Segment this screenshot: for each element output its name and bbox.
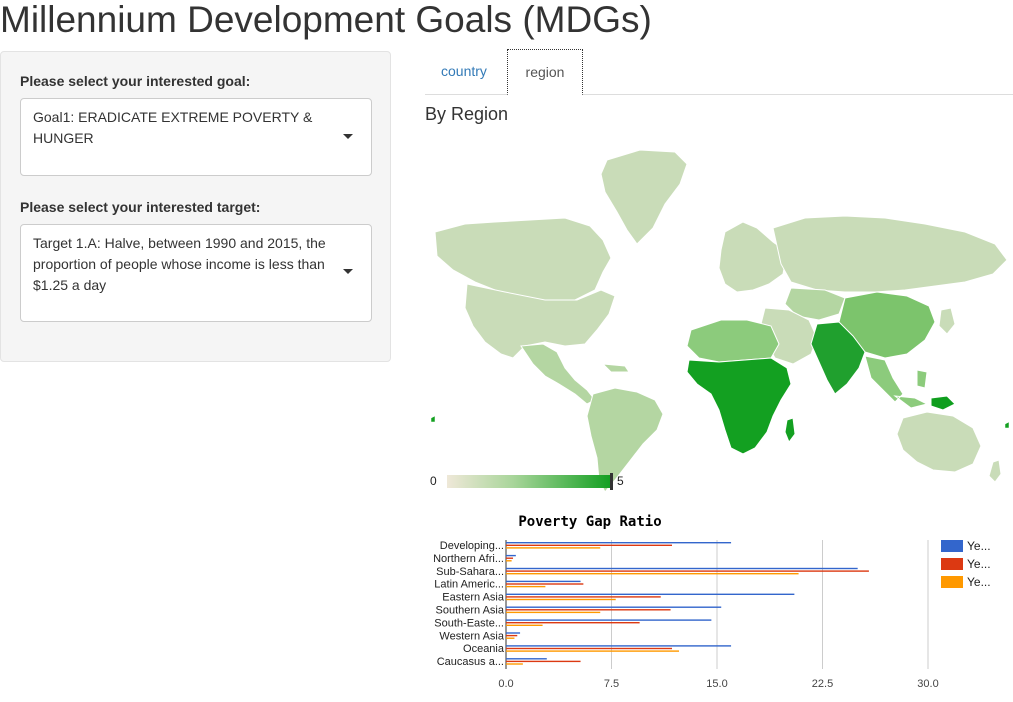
bar[interactable] xyxy=(506,557,514,559)
legend-swatch xyxy=(941,558,963,570)
tab-country[interactable]: country xyxy=(441,63,487,79)
category-label: South-Easte... xyxy=(434,617,504,629)
target-select[interactable]: Target 1.A: Halve, between 1990 and 2015… xyxy=(20,224,372,322)
category-label: Western Asia xyxy=(439,630,504,642)
bar[interactable] xyxy=(506,585,546,588)
bar[interactable] xyxy=(506,544,672,546)
legend-label: Ye... xyxy=(967,557,991,571)
bar[interactable] xyxy=(506,609,671,611)
bar[interactable] xyxy=(506,593,795,595)
legend-label: Ye... xyxy=(967,575,991,589)
bar[interactable] xyxy=(506,632,521,634)
x-tick-label: 15.0 xyxy=(706,678,727,690)
map-region-greenland[interactable] xyxy=(600,149,688,245)
map-region-japan[interactable] xyxy=(938,307,956,335)
category-label: Caucasus a... xyxy=(437,656,504,668)
chevron-down-icon xyxy=(343,134,353,139)
target-label: Please select your interested target: xyxy=(20,199,261,215)
bar[interactable] xyxy=(506,619,712,621)
legend-label: Ye... xyxy=(967,539,991,553)
category-label: Oceania xyxy=(463,643,505,655)
category-label: Latin Americ... xyxy=(434,579,504,591)
x-tick-label: 30.0 xyxy=(917,678,938,690)
legend-swatch xyxy=(941,576,963,588)
map-region-caribbean[interactable] xyxy=(601,363,630,373)
poverty-gap-chart[interactable]: Poverty Gap Ratio Developing...Northern … xyxy=(420,508,1005,698)
map-region-northern-africa[interactable] xyxy=(686,319,780,363)
bar[interactable] xyxy=(506,660,581,663)
map-region-europe[interactable] xyxy=(718,221,788,293)
bar[interactable] xyxy=(506,611,601,614)
legend-marker xyxy=(610,473,613,490)
bar[interactable] xyxy=(506,634,518,637)
bar[interactable] xyxy=(506,645,732,647)
bar[interactable] xyxy=(506,583,584,585)
map-region-russia[interactable] xyxy=(772,215,1008,293)
bar[interactable] xyxy=(506,606,722,608)
map-region-central-asia[interactable] xyxy=(784,287,846,321)
bar[interactable] xyxy=(506,573,799,575)
category-label: Sub-Sahara... xyxy=(436,566,504,578)
map-region-sub-saharan-africa[interactable] xyxy=(686,357,792,455)
bar[interactable] xyxy=(506,542,732,544)
bar[interactable] xyxy=(506,650,680,652)
chart-title: Poverty Gap Ratio xyxy=(518,514,661,530)
legend-swatch xyxy=(941,540,963,552)
bar[interactable] xyxy=(506,570,869,572)
tab-region[interactable]: region xyxy=(507,49,583,95)
x-tick-label: 0.0 xyxy=(498,678,513,690)
category-label: Eastern Asia xyxy=(442,592,505,604)
bar[interactable] xyxy=(506,547,601,549)
color-legend xyxy=(447,475,613,488)
category-label: Developing... xyxy=(440,540,504,552)
map-region-australia[interactable] xyxy=(896,411,982,473)
chevron-down-icon xyxy=(343,269,353,274)
bar[interactable] xyxy=(506,647,672,650)
bar[interactable] xyxy=(506,580,581,583)
map-region-oceania[interactable] xyxy=(930,395,956,411)
legend-min: 0 xyxy=(430,474,437,488)
sidebar-panel: Please select your interested goal: Goal… xyxy=(0,51,391,362)
map-region-central-america[interactable] xyxy=(520,343,596,405)
goal-select-value: Goal1: ERADICATE EXTREME POVERTY & HUNGE… xyxy=(33,109,313,146)
map-region-usa[interactable] xyxy=(464,283,616,359)
map-region-madagascar[interactable] xyxy=(784,417,796,444)
bar[interactable] xyxy=(506,554,516,557)
x-tick-label: 22.5 xyxy=(812,678,833,690)
category-label: Southern Asia xyxy=(436,605,505,617)
map-region-new-zealand[interactable] xyxy=(988,459,1002,483)
map-region-south-eastern-asia[interactable] xyxy=(864,355,929,409)
section-title: By Region xyxy=(425,104,509,124)
x-tick-label: 7.5 xyxy=(604,678,619,690)
world-map[interactable] xyxy=(425,132,1010,502)
bar[interactable] xyxy=(506,658,547,660)
map-region-south-america[interactable] xyxy=(586,387,664,493)
category-label: Northern Afri... xyxy=(433,553,504,565)
bar[interactable] xyxy=(506,598,616,601)
bar[interactable] xyxy=(506,596,661,598)
map-region-pacific-islands[interactable] xyxy=(430,415,1010,429)
map-region-north-america-north[interactable] xyxy=(434,217,612,303)
tab-bar: country region xyxy=(425,49,1013,95)
bar[interactable] xyxy=(506,624,543,626)
legend-max: 5 xyxy=(617,474,624,488)
bar[interactable] xyxy=(506,637,515,639)
bar[interactable] xyxy=(506,663,523,665)
goal-label: Please select your interested goal: xyxy=(20,73,251,89)
map-region-southern-asia[interactable] xyxy=(810,321,866,395)
target-select-value: Target 1.A: Halve, between 1990 and 2015… xyxy=(33,235,326,293)
bar[interactable] xyxy=(506,567,858,570)
bar[interactable] xyxy=(506,560,512,562)
bar[interactable] xyxy=(506,622,640,624)
goal-select[interactable]: Goal1: ERADICATE EXTREME POVERTY & HUNGE… xyxy=(20,98,372,176)
page-title: Millennium Development Goals (MDGs) xyxy=(0,0,652,40)
